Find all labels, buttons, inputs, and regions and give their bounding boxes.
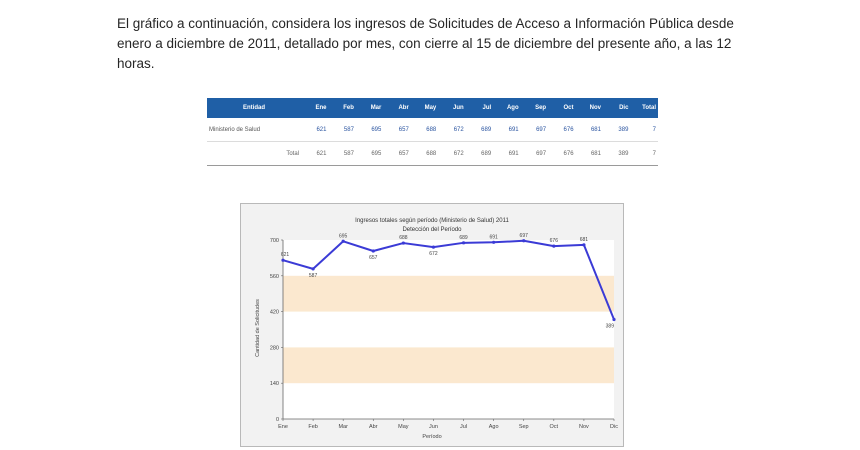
x-tick-label: Ago bbox=[489, 424, 499, 430]
y-axis-title: Cantidad de Solicitudes bbox=[255, 299, 261, 357]
header-month: Nov bbox=[575, 98, 603, 118]
x-tick-label: Ene bbox=[278, 424, 288, 430]
data-point bbox=[401, 241, 405, 245]
data-label: 389 bbox=[606, 324, 615, 330]
table-cell: 688 bbox=[410, 141, 439, 166]
header-month: May bbox=[410, 98, 439, 118]
header-month: Mar bbox=[355, 98, 384, 118]
plot-area bbox=[283, 240, 614, 419]
x-axis-title: Período bbox=[422, 434, 441, 440]
y-tick-label: 140 bbox=[270, 381, 279, 387]
table-cell: 697 bbox=[520, 141, 549, 166]
table-cell: 689 bbox=[465, 141, 494, 166]
data-label: 672 bbox=[429, 251, 438, 257]
data-label: 691 bbox=[489, 234, 498, 240]
table-cell: 657 bbox=[383, 141, 411, 166]
y-band bbox=[283, 347, 614, 384]
data-label: 587 bbox=[309, 273, 318, 279]
data-point bbox=[371, 249, 375, 253]
table-cell: 695 bbox=[355, 141, 384, 166]
x-tick-label: Jul bbox=[460, 424, 467, 430]
requests-table: Entidad Ene Feb Mar Abr May Jun Jul Ago … bbox=[207, 98, 658, 166]
header-month: Ene bbox=[301, 98, 329, 118]
data-label: 676 bbox=[550, 238, 559, 244]
table-cell: 691 bbox=[493, 118, 521, 142]
data-point bbox=[431, 245, 436, 249]
data-point bbox=[341, 239, 345, 243]
x-tick-label: Sep bbox=[519, 424, 529, 430]
table-row: Total 621 587 695 657 688 672 689 691 69… bbox=[207, 141, 658, 166]
header-month: Oct bbox=[548, 98, 576, 118]
x-tick-label: Feb bbox=[308, 424, 317, 430]
header-month: Jun bbox=[438, 98, 466, 118]
y-tick-label: 0 bbox=[276, 417, 279, 423]
y-tick-label: 560 bbox=[270, 274, 279, 280]
intro-paragraph: El gráfico a continuación, considera los… bbox=[117, 16, 734, 71]
header-month: Feb bbox=[328, 98, 356, 118]
data-point bbox=[582, 243, 586, 247]
x-tick-label: Oct bbox=[550, 424, 559, 430]
x-tick-label: Abr bbox=[369, 424, 378, 430]
data-label: 657 bbox=[369, 255, 378, 261]
table-cell: 689 bbox=[465, 118, 494, 142]
series-line bbox=[282, 239, 615, 320]
table-cell: 7 bbox=[630, 118, 658, 142]
data-label: 621 bbox=[281, 252, 290, 258]
line-chart-panel: Ingresos totales según período (Minister… bbox=[240, 203, 624, 447]
table-cell: 389 bbox=[602, 141, 631, 166]
table-cell: Ministerio de Salud bbox=[207, 118, 301, 142]
x-tick-label: Jun bbox=[429, 424, 438, 430]
table-cell: Total bbox=[207, 141, 301, 166]
y-tick-label: 700 bbox=[270, 238, 279, 244]
header-month: Jul bbox=[465, 98, 494, 118]
data-point bbox=[492, 240, 496, 244]
x-tick-label: Mar bbox=[338, 424, 348, 430]
y-band bbox=[283, 275, 614, 312]
header-entity: Entidad bbox=[207, 98, 301, 118]
data-label: 689 bbox=[459, 235, 468, 241]
table-cell: 691 bbox=[493, 141, 521, 166]
table-cell: 657 bbox=[383, 118, 411, 142]
data-point bbox=[522, 239, 526, 243]
data-label: 697 bbox=[520, 233, 529, 239]
table-cell: 672 bbox=[438, 118, 466, 142]
table-header-row: Entidad Ene Feb Mar Abr May Jun Jul Ago … bbox=[207, 98, 658, 118]
table-cell: 681 bbox=[575, 141, 603, 166]
header-month: Sep bbox=[520, 98, 549, 118]
data-label: 695 bbox=[339, 233, 348, 239]
chart-title: Ingresos totales según período (Minister… bbox=[355, 218, 509, 224]
table-cell: 688 bbox=[410, 118, 439, 142]
table-cell: 672 bbox=[438, 141, 466, 166]
table-cell: 676 bbox=[548, 118, 576, 142]
x-tick-label: Nov bbox=[579, 424, 589, 430]
table-cell: 587 bbox=[328, 118, 356, 142]
header-total: Total bbox=[630, 98, 658, 118]
data-point bbox=[311, 267, 315, 271]
table-cell: 697 bbox=[520, 118, 549, 142]
table-cell: 695 bbox=[355, 118, 384, 142]
header-month: Abr bbox=[383, 98, 411, 118]
x-tick-label: May bbox=[398, 424, 409, 430]
x-tick-label: Dic bbox=[610, 424, 618, 430]
data-point bbox=[552, 244, 556, 248]
table-cell: 676 bbox=[548, 141, 576, 166]
table-row: Ministerio de Salud 621 587 695 657 688 … bbox=[207, 118, 658, 142]
data-point bbox=[281, 258, 285, 262]
table-cell: 587 bbox=[328, 141, 356, 166]
header-month: Dic bbox=[602, 98, 631, 118]
data-label: 681 bbox=[580, 237, 589, 243]
table-cell: 681 bbox=[575, 118, 603, 142]
data-point bbox=[461, 241, 466, 245]
table-cell: 7 bbox=[630, 141, 658, 166]
table-cell: 621 bbox=[301, 118, 329, 142]
data-point bbox=[612, 317, 616, 322]
y-tick-label: 420 bbox=[270, 310, 279, 316]
table-cell: 621 bbox=[301, 141, 329, 166]
table-cell: 389 bbox=[602, 118, 631, 142]
chart-subtitle: Detección del Período bbox=[402, 227, 462, 233]
y-tick-label: 280 bbox=[270, 345, 279, 351]
data-label: 688 bbox=[399, 235, 408, 241]
line-chart: Ingresos totales según período (Minister… bbox=[255, 218, 618, 440]
header-month: Ago bbox=[493, 98, 521, 118]
